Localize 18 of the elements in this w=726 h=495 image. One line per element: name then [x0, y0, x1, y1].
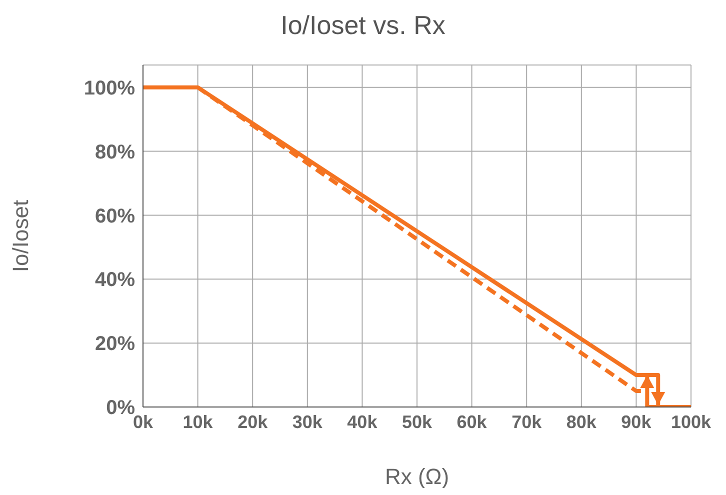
y-tick-label: 0% — [106, 397, 136, 420]
y-tick-label: 60% — [94, 205, 136, 228]
x-tick-label: 50k — [402, 412, 433, 432]
x-tick-label: 100k — [670, 412, 712, 432]
y-tick-label: 100% — [84, 77, 136, 100]
x-tick-label: 30k — [292, 412, 324, 432]
chart-title: Io/Ioset vs. Rx — [280, 10, 446, 41]
x-tick-label: 80k — [566, 412, 598, 432]
y-axis-title: Io/Ioset — [8, 200, 33, 272]
x-tick-label: 40k — [347, 412, 378, 432]
y-tick-label: 80% — [94, 141, 136, 164]
x-tick-label: 90k — [621, 412, 652, 432]
x-tick-label: 60k — [456, 412, 488, 432]
y-tick-label: 40% — [94, 269, 136, 292]
y-tick-label: 20% — [94, 333, 136, 356]
x-tick-label: 70k — [512, 412, 543, 432]
x-tick-label: 20k — [238, 412, 269, 432]
x-tick-label: 10k — [182, 412, 214, 432]
